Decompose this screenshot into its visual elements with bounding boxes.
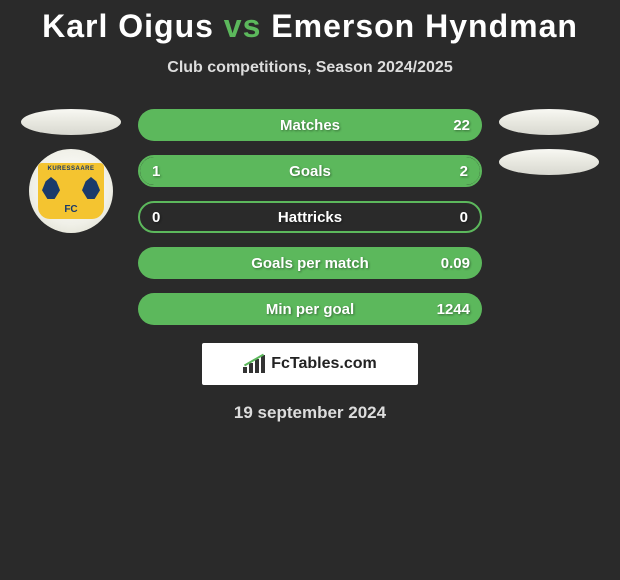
stat-left-value: 0 <box>152 209 160 226</box>
stat-row: Goals per match 0.09 <box>138 247 482 279</box>
comparison-grid: KURESSAARE FC Matches 22 1 Goals 2 0 Hattricks… <box>0 109 620 325</box>
brand-box: FcTables.com <box>202 343 418 385</box>
brand-chart-icon <box>243 355 265 373</box>
stat-right-value: 0.09 <box>441 255 470 272</box>
brand-text: FcTables.com <box>271 355 377 373</box>
badge-griffins-icon <box>38 177 104 199</box>
badge-shield-icon: KURESSAARE FC <box>38 163 104 219</box>
stat-right-value: 1244 <box>437 301 470 318</box>
stat-row: Min per goal 1244 <box>138 293 482 325</box>
stat-label: Hattricks <box>278 209 342 226</box>
stat-left-value: 1 <box>152 163 160 180</box>
stat-row: 0 Hattricks 0 <box>138 201 482 233</box>
player1-club-badge: KURESSAARE FC <box>29 149 113 233</box>
stat-fill-right <box>252 157 480 185</box>
vs-label: vs <box>224 8 262 44</box>
stat-label: Goals <box>289 163 331 180</box>
left-column: KURESSAARE FC <box>16 109 126 233</box>
stat-right-value: 0 <box>460 209 468 226</box>
griffin-left-icon <box>42 177 60 199</box>
stats-column: Matches 22 1 Goals 2 0 Hattricks 0 Goals per mat… <box>138 109 482 325</box>
date-label: 19 september 2024 <box>0 403 620 423</box>
stat-right-value: 2 <box>460 163 468 180</box>
player2-ellipse-2-icon <box>499 149 599 175</box>
player2-name: Emerson Hyndman <box>271 8 578 44</box>
stat-row: 1 Goals 2 <box>138 155 482 187</box>
player2-ellipse-1-icon <box>499 109 599 135</box>
badge-fc-label: FC <box>64 204 77 215</box>
stat-right-value: 22 <box>453 117 470 134</box>
stat-row: Matches 22 <box>138 109 482 141</box>
stat-label: Goals per match <box>251 255 369 272</box>
player1-ellipse-icon <box>21 109 121 135</box>
griffin-right-icon <box>82 177 100 199</box>
subtitle: Club competitions, Season 2024/2025 <box>0 59 620 77</box>
stat-label: Min per goal <box>266 301 354 318</box>
player1-name: Karl Oigus <box>42 8 214 44</box>
badge-club-name: KURESSAARE <box>47 166 94 172</box>
stat-label: Matches <box>280 117 340 134</box>
right-column <box>494 109 604 175</box>
infographic-container: Karl Oigus vs Emerson Hyndman Club compe… <box>0 0 620 423</box>
comparison-title: Karl Oigus vs Emerson Hyndman <box>0 8 620 45</box>
